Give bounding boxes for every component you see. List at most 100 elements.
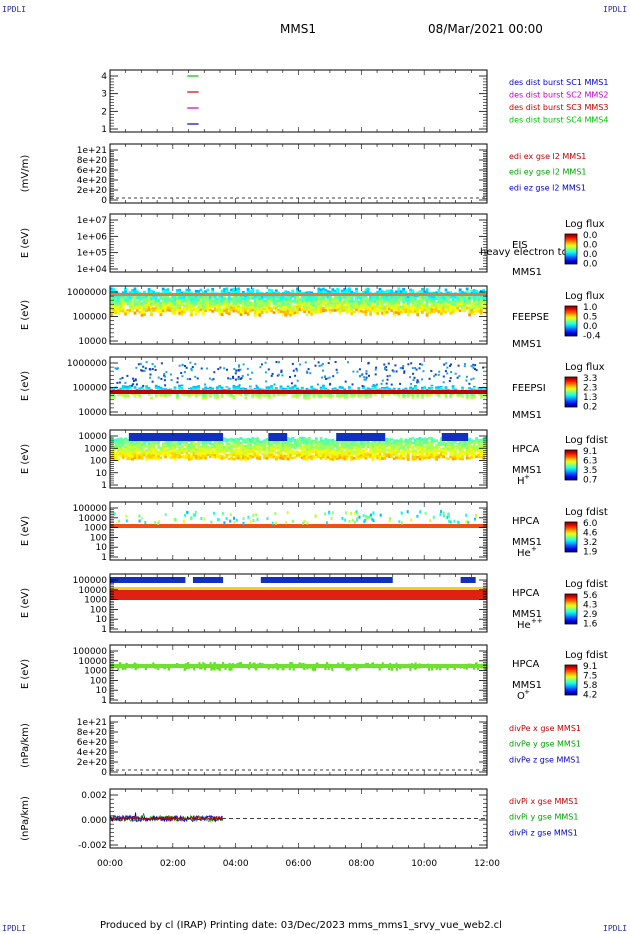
legend-entry: des dist burst SC4 MMS4 bbox=[509, 116, 608, 125]
y-tick-label: 1000 bbox=[84, 444, 107, 454]
y-tick-label: 1 bbox=[101, 625, 107, 635]
legend-entry: divPi x gse MMS1 bbox=[509, 797, 578, 806]
colorbar-tick: 0.0 bbox=[583, 241, 598, 251]
colorbar-tick: 2.3 bbox=[583, 384, 597, 394]
colorbar-tick: 1.6 bbox=[583, 620, 598, 630]
instrument-label: HPCA bbox=[512, 588, 540, 599]
species-charge: + bbox=[524, 688, 530, 696]
legend-entry: divPe z gse MMS1 bbox=[509, 755, 580, 764]
colorbar-tick: 4.3 bbox=[583, 601, 597, 611]
y-tick-label: 8e+20 bbox=[77, 156, 108, 166]
legend-entry: edi ez gse l2 MMS1 bbox=[509, 183, 586, 192]
x-tick-label: 06:00 bbox=[286, 859, 312, 869]
y-tick-label: 100000 bbox=[73, 647, 108, 657]
colorbar-tick: 3.5 bbox=[583, 466, 597, 476]
instrument-label: HPCA bbox=[512, 516, 540, 527]
species-charge: + bbox=[531, 545, 537, 553]
colorbar-tick: 3.2 bbox=[583, 538, 597, 548]
colorbar bbox=[564, 521, 578, 553]
y-tick-label: 2 bbox=[101, 107, 107, 117]
species-label: He bbox=[517, 620, 531, 631]
y-tick-label: 100000 bbox=[73, 384, 108, 394]
plot-area bbox=[187, 75, 199, 125]
instrument-label: FEEPSI bbox=[512, 383, 546, 394]
legend-entry: des dist burst SC1 MMS1 bbox=[509, 78, 608, 87]
y-axis-label: (nPa/km) bbox=[20, 796, 31, 841]
y-tick-label: 10 bbox=[96, 686, 108, 696]
colorbar-tick: 4.6 bbox=[583, 529, 598, 539]
panel-frame bbox=[109, 143, 488, 204]
panel-frame bbox=[109, 715, 488, 776]
colorbar-tick: 0.5 bbox=[583, 313, 597, 323]
y-tick-label: 100000 bbox=[73, 504, 108, 514]
colorbar-tick: 0.0 bbox=[583, 260, 598, 270]
legend-entry: edi ey gse l2 MMS1 bbox=[509, 168, 587, 177]
panel-frame bbox=[109, 356, 488, 416]
colorbar-tick: 1.9 bbox=[583, 548, 598, 558]
colorbar-tick: 9.1 bbox=[583, 662, 597, 672]
footer-credits: Produced by cl (IRAP) Printing date: 03/… bbox=[100, 920, 502, 931]
panel-eis: 1e+07 1e+06 1e+05 1e+04 E (eV) EIS MMS1 heavy e… bbox=[20, 213, 605, 278]
colorbar-title: Log flux bbox=[565, 362, 605, 373]
y-tick-label: 0 bbox=[101, 196, 107, 206]
panel-frame bbox=[109, 69, 488, 133]
corner-label-top-left: IPDLI bbox=[2, 5, 27, 14]
overlay-label: heavy electron to bbox=[480, 247, 568, 258]
y-tick-label: 10000 bbox=[78, 408, 107, 418]
plot-area bbox=[110, 361, 488, 400]
colorbar-tick: 2.9 bbox=[583, 610, 598, 620]
y-axis-label: E (eV) bbox=[20, 444, 31, 474]
y-tick-label: 10000 bbox=[78, 586, 107, 596]
y-tick-label: 1 bbox=[101, 125, 107, 135]
y-tick-label: 0.000 bbox=[81, 816, 107, 826]
y-tick-label: 1 bbox=[101, 553, 107, 563]
colorbar-title: Log fdist bbox=[565, 507, 608, 518]
y-tick-label: 0.002 bbox=[81, 791, 107, 801]
colorbar-tick: 5.8 bbox=[583, 681, 598, 691]
colorbar-tick: 0.0 bbox=[583, 250, 598, 260]
y-tick-label: 1e+05 bbox=[77, 249, 107, 259]
y-tick-label: 1000 bbox=[84, 596, 107, 606]
panel-frame bbox=[109, 213, 488, 273]
spacecraft-label: MMS1 bbox=[512, 537, 542, 548]
y-tick-label: 4 bbox=[101, 72, 107, 82]
panel-burst: 4 3 2 1 des dist burst SC1 MMS1 des dist burs… bbox=[101, 69, 608, 135]
x-tick-label: 12:00 bbox=[474, 859, 500, 869]
instrument-label: FEEPSE bbox=[512, 312, 549, 323]
species-label: H bbox=[517, 476, 525, 487]
y-tick-label: 1000 bbox=[84, 667, 107, 677]
instrument-label: EIS bbox=[512, 240, 528, 251]
legend-entry: divPi z gse MMS1 bbox=[509, 828, 578, 837]
x-tick-label: 02:00 bbox=[160, 859, 186, 869]
plot-area bbox=[110, 433, 488, 461]
legend-entry: divPe y gse MMS1 bbox=[509, 740, 581, 749]
y-axis-label: E (eV) bbox=[20, 516, 31, 546]
colorbar-tick: 0.0 bbox=[583, 322, 598, 332]
y-tick-label: 2e+20 bbox=[77, 186, 108, 196]
colorbar bbox=[564, 664, 578, 696]
colorbar-tick: 6.3 bbox=[583, 457, 597, 467]
y-tick-label: -0.002 bbox=[78, 841, 107, 851]
y-tick-label: 2e+20 bbox=[77, 758, 108, 768]
panel-frame bbox=[109, 644, 488, 704]
y-tick-label: 10 bbox=[96, 469, 108, 479]
y-tick-label: 100 bbox=[90, 605, 107, 615]
y-axis-label: E (eV) bbox=[20, 588, 31, 618]
colorbar-title: Log fdist bbox=[565, 435, 608, 446]
y-tick-label: 100 bbox=[90, 533, 107, 543]
x-tick-label: 08:00 bbox=[348, 859, 374, 869]
date-title: 08/Mar/2021 00:00 bbox=[428, 22, 543, 36]
spacecraft-title: MMS1 bbox=[280, 22, 316, 36]
colorbar-title: Log fdist bbox=[565, 650, 608, 661]
y-axis-label: (nPa/km) bbox=[20, 723, 31, 768]
y-tick-label: 1e+21 bbox=[77, 718, 107, 728]
plot-area bbox=[110, 662, 487, 671]
species-label: O bbox=[517, 691, 525, 702]
x-tick-label: 00:00 bbox=[97, 859, 123, 869]
colorbar-tick: 7.5 bbox=[583, 672, 597, 682]
colorbar-tick: 1.3 bbox=[583, 393, 597, 403]
colorbar-tick: 3.3 bbox=[583, 374, 597, 384]
colorbar bbox=[564, 449, 578, 481]
